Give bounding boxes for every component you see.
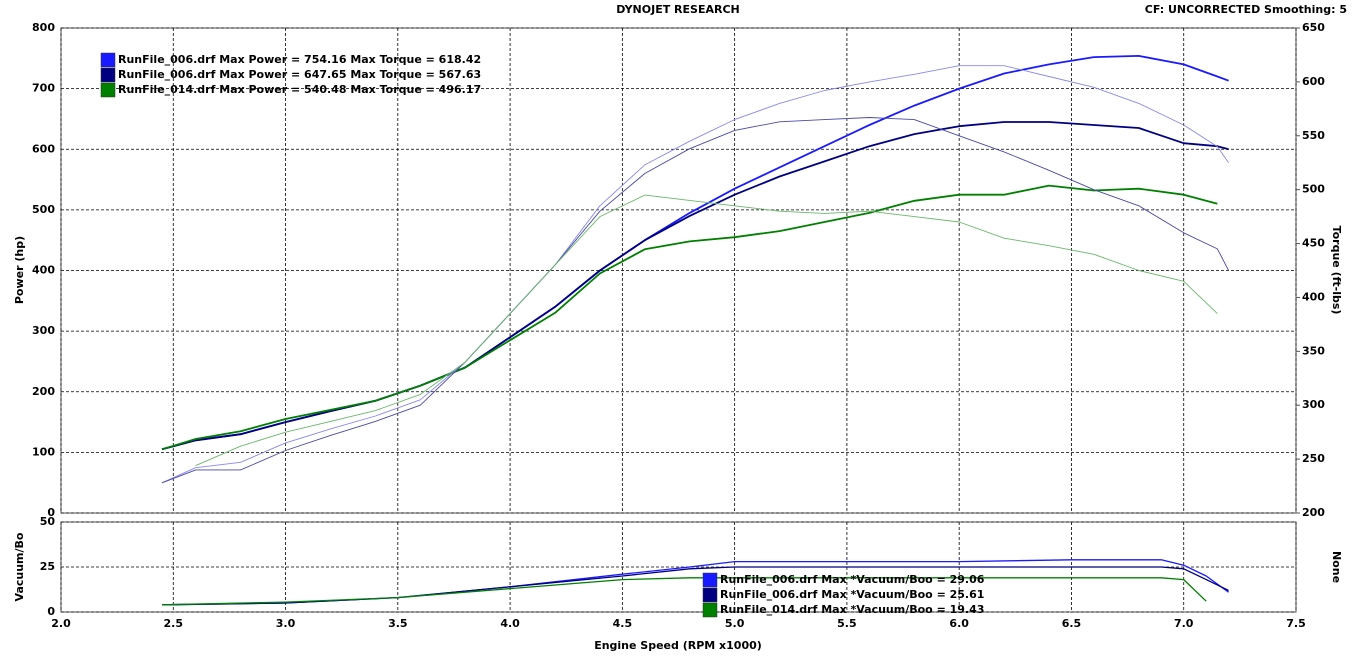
x-tick-label: 4.5: [613, 617, 633, 630]
y2-axis-label: Torque (ft-lbs): [1330, 226, 1343, 315]
legend-swatch: [702, 587, 718, 603]
y2-tick-label: 300: [1302, 398, 1325, 411]
y2-tick-label: 500: [1302, 183, 1325, 196]
x-tick-label: 2.5: [164, 617, 184, 630]
y-axis-label: Power (hp): [13, 236, 26, 304]
y2-tick-label: 550: [1302, 129, 1325, 142]
legend-swatch: [100, 52, 116, 68]
y2-tick-label: 650: [1302, 21, 1325, 34]
y2-tick-label: 200: [1302, 506, 1325, 519]
x-tick-label: 6.0: [949, 617, 969, 630]
chart-title: DYNOJET RESEARCH: [616, 3, 739, 16]
x-tick-label: 6.5: [1062, 617, 1082, 630]
data-line: [161, 577, 1207, 606]
y-tick-label: 400: [32, 264, 55, 277]
x-tick-label: 3.5: [388, 617, 408, 630]
x-tick-label: 5.5: [837, 617, 857, 630]
data-line: [161, 121, 1229, 451]
chart-subtitle: CF: UNCORRECTED Smoothing: 5: [1145, 3, 1347, 16]
y-tick-label: 300: [32, 324, 55, 337]
y-tick-label: 700: [32, 82, 55, 95]
legend-entry: RunFile_014.drf Max Power = 540.48 Max T…: [118, 83, 481, 96]
x-tick-label: 7.5: [1286, 617, 1306, 630]
y2-axis-label: None: [1330, 551, 1343, 583]
y-tick-label: 25: [40, 560, 55, 573]
legend-entry: RunFile_014.drf Max *Vacuum/Boo = 19.43: [720, 603, 984, 616]
x-tick-label: 7.0: [1174, 617, 1194, 630]
y-axis-label: Vacuum/Bo: [13, 532, 26, 601]
x-tick-label: 3.0: [276, 617, 296, 630]
y-tick-label: 500: [32, 203, 55, 216]
data-line: [195, 194, 1218, 467]
x-tick-label: 5.0: [725, 617, 745, 630]
y-tick-label: 100: [32, 445, 55, 458]
legend-entry: RunFile_006.drf Max Power = 754.16 Max T…: [118, 53, 481, 66]
legend-entry: RunFile_006.drf Max *Vacuum/Boo = 29.06: [720, 573, 985, 586]
y2-tick-label: 250: [1302, 452, 1325, 465]
legend-entry: RunFile_006.drf Max *Vacuum/Boo = 25.61: [720, 588, 984, 601]
data-line: [161, 117, 1229, 484]
y-tick-label: 50: [40, 515, 56, 528]
y-tick-label: 800: [32, 21, 55, 34]
legend-swatch: [702, 572, 718, 588]
y-tick-label: 0: [47, 506, 55, 519]
y2-tick-label: 600: [1302, 75, 1325, 88]
data-line: [161, 184, 1218, 451]
y-tick-label: 0: [47, 605, 55, 618]
y-tick-label: 600: [32, 142, 55, 155]
x-axis-label: Engine Speed (RPM x1000): [594, 639, 762, 652]
x-tick-label: 4.0: [500, 617, 520, 630]
legend-swatch: [702, 602, 718, 618]
legend-entry: RunFile_006.drf Max Power = 647.65 Max T…: [118, 68, 481, 81]
y2-tick-label: 350: [1302, 344, 1325, 357]
legend-swatch: [100, 82, 116, 98]
y2-tick-label: 400: [1302, 290, 1325, 303]
legend-swatch: [100, 67, 116, 83]
y2-tick-label: 450: [1302, 237, 1325, 250]
y-tick-label: 200: [32, 385, 55, 398]
x-tick-label: 2.0: [51, 617, 71, 630]
data-line: [161, 65, 1229, 484]
